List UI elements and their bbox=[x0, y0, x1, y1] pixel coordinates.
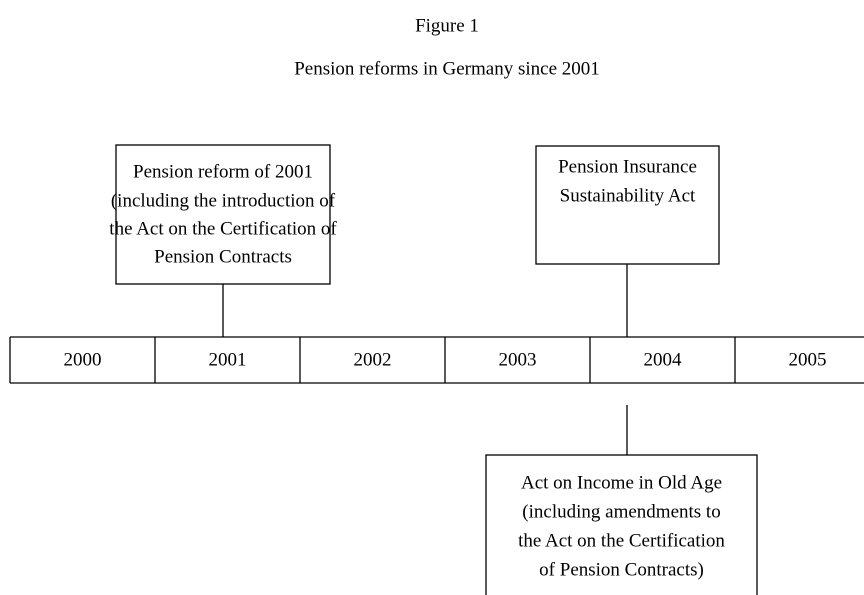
event-text: (including the introduction of bbox=[111, 190, 336, 211]
year-label: 2003 bbox=[499, 349, 537, 370]
event-text: Pension Contracts bbox=[154, 246, 292, 267]
event-text: Act on Income in Old Age bbox=[521, 472, 722, 493]
event-box bbox=[485, 454, 758, 595]
event-text: Sustainability Act bbox=[560, 185, 696, 206]
year-label: 2001 bbox=[209, 349, 247, 370]
year-label: 2004 bbox=[644, 349, 683, 370]
event-text: (including amendments to bbox=[522, 501, 720, 522]
year-label: 2002 bbox=[354, 349, 392, 370]
event-text: the Act on the Certification bbox=[518, 530, 725, 551]
year-label: 2005 bbox=[789, 349, 827, 370]
year-label: 2000 bbox=[64, 349, 102, 370]
event-text: Pension Insurance bbox=[558, 156, 697, 177]
event-text: Pension reform of 2001 bbox=[133, 161, 313, 182]
figure-subtitle: Pension reforms in Germany since 2001 bbox=[294, 58, 600, 79]
figure-title: Figure 1 bbox=[415, 15, 479, 36]
event-text: the Act on the Certification of bbox=[109, 218, 337, 239]
event-text: of Pension Contracts) bbox=[539, 559, 704, 580]
